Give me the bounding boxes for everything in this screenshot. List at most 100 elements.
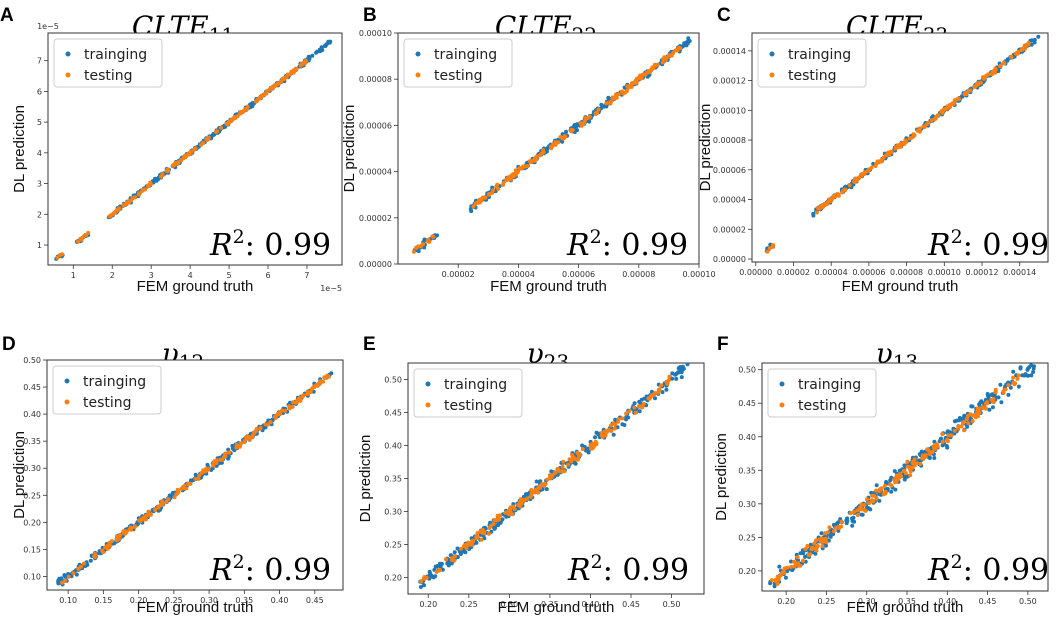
data-point	[66, 574, 71, 579]
data-point	[440, 567, 445, 572]
data-point	[824, 543, 828, 548]
data-point	[487, 192, 492, 196]
data-point	[822, 537, 827, 541]
panel-D: Dυ120.100.150.200.250.300.350.400.450.10…	[2, 334, 344, 616]
x-tick-label: 0.00012	[965, 268, 998, 277]
data-point	[182, 484, 187, 489]
data-point	[932, 456, 937, 460]
data-point	[987, 407, 992, 412]
series-testing	[765, 41, 1031, 254]
data-point	[558, 135, 563, 140]
data-point	[812, 541, 817, 546]
r2-symbol: R	[566, 228, 590, 263]
data-point	[922, 125, 927, 129]
data-point	[74, 572, 79, 577]
data-point	[165, 167, 170, 172]
data-point	[564, 129, 568, 134]
y-tick-label: 0.00000	[359, 260, 392, 269]
data-point	[294, 67, 299, 72]
data-point	[946, 433, 951, 438]
legend: trainging testing	[757, 38, 867, 88]
y-axis-label: DL prediction	[697, 104, 714, 192]
data-point	[437, 568, 442, 572]
data-point	[785, 565, 790, 570]
data-point	[843, 184, 848, 189]
data-point	[1032, 40, 1037, 45]
data-point	[814, 210, 819, 215]
data-point	[930, 450, 935, 454]
x-tick-label: 1	[71, 271, 76, 280]
data-point	[433, 574, 438, 579]
data-point	[910, 461, 915, 466]
data-point	[582, 119, 587, 123]
title-main: υ	[527, 337, 544, 370]
legend-box	[53, 38, 163, 88]
scatter-points	[54, 39, 333, 261]
data-point	[960, 421, 965, 425]
data-point	[990, 405, 995, 410]
data-point	[667, 374, 672, 379]
data-point	[964, 417, 969, 421]
data-point	[132, 525, 137, 529]
data-point	[1009, 54, 1014, 59]
title-main: υ	[876, 337, 893, 370]
data-point	[952, 428, 957, 433]
data-point	[325, 373, 330, 378]
data-point	[613, 417, 618, 422]
data-point	[893, 487, 898, 492]
data-point	[612, 426, 617, 431]
data-point	[902, 463, 907, 468]
x-tick-label: 0.00010	[928, 268, 961, 277]
data-point	[538, 153, 542, 158]
data-point	[542, 481, 547, 486]
x-tick-label: 0.20	[419, 600, 437, 609]
data-point	[599, 102, 604, 107]
data-point	[427, 569, 432, 574]
data-point	[298, 398, 303, 403]
data-point	[983, 406, 988, 411]
data-point	[983, 401, 988, 406]
data-point	[1023, 372, 1028, 377]
data-point	[445, 561, 450, 565]
data-point	[593, 435, 597, 440]
y-tick-label: 0.45	[23, 383, 41, 392]
data-point	[874, 161, 879, 166]
data-point	[795, 555, 800, 560]
data-point	[416, 244, 421, 249]
y-tick-label: 0.00010	[713, 106, 746, 115]
data-point	[189, 149, 194, 154]
data-point	[544, 487, 549, 492]
data-point	[303, 60, 307, 65]
data-point	[310, 386, 314, 391]
y-tick-label: 4	[37, 149, 42, 158]
data-point	[124, 202, 129, 207]
data-point	[553, 470, 558, 475]
scatter-points	[56, 371, 334, 587]
data-point	[533, 156, 538, 160]
x-tick-label: 7	[304, 271, 309, 280]
y-tick-label: 0.40	[738, 433, 756, 442]
r2-annotation: R2: 0.99	[927, 226, 1049, 263]
data-point	[814, 548, 819, 553]
data-point	[587, 119, 592, 124]
data-point	[632, 405, 637, 410]
data-point	[129, 525, 134, 530]
data-point	[998, 382, 1003, 387]
data-point	[504, 514, 509, 519]
x-tick-label: 0.10	[59, 596, 77, 605]
legend-label-training: trainging	[798, 377, 861, 393]
data-point	[949, 433, 954, 438]
panel-C: CCLTE330.000000.000020.000040.000060.000…	[697, 5, 1049, 295]
data-point	[181, 155, 186, 160]
data-point	[611, 432, 616, 437]
data-point	[71, 571, 76, 576]
legend-marker-testing	[779, 402, 785, 408]
x-tick-label: 0.20	[777, 597, 795, 606]
y-tick-label: 0.30	[23, 464, 41, 473]
x-tick-label: 0.15	[94, 596, 112, 605]
data-point	[279, 79, 284, 84]
r2-value: : 0.99	[245, 228, 331, 263]
legend-label-training: trainging	[444, 377, 507, 393]
r2-value: : 0.99	[963, 553, 1049, 588]
data-point	[892, 469, 897, 474]
